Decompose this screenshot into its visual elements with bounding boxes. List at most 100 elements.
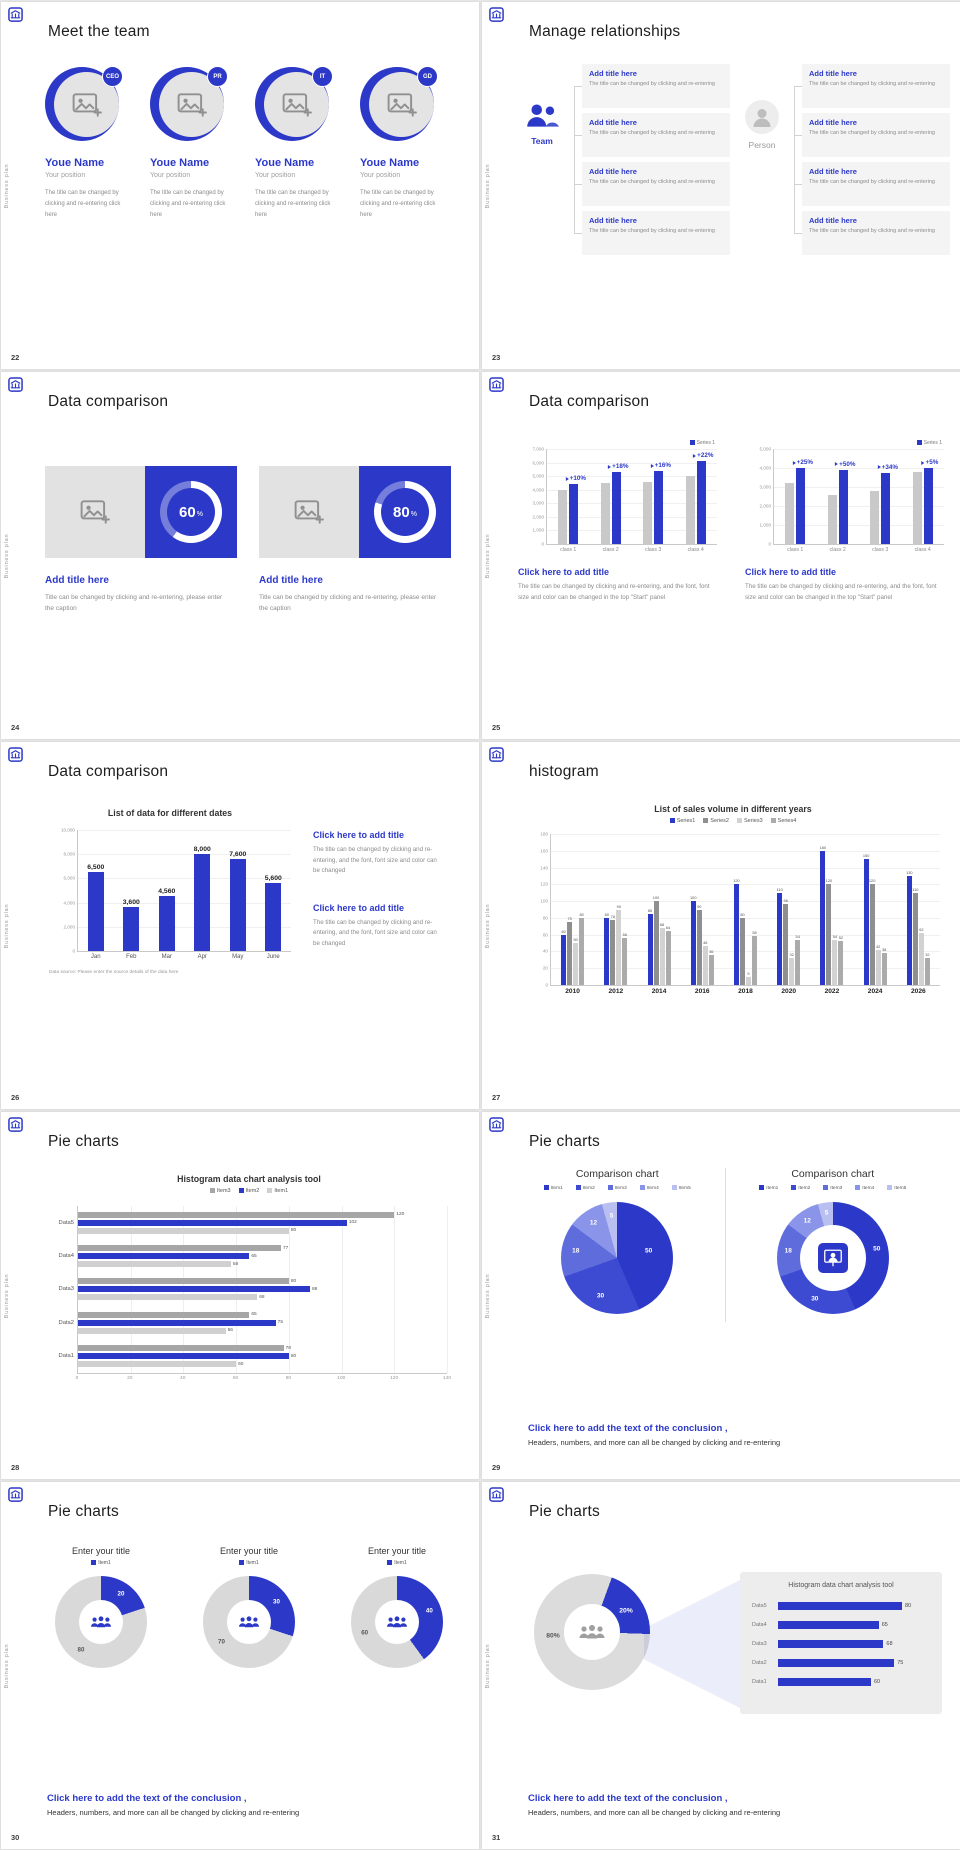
note-block[interactable]: Click here to add title The title can be … (313, 830, 443, 877)
y-tick-label: 40 (542, 948, 548, 954)
bar-group: 3,600 Feb (117, 830, 145, 960)
title-box[interactable]: Add title here The title can be changed b… (574, 64, 730, 108)
bar-value-label: 62 (919, 927, 924, 932)
comparison-card[interactable]: 60% Add title here Title can be changed by… (45, 466, 237, 614)
category-label: Data4 (58, 1253, 74, 1260)
slice-value-label: 5 (609, 1212, 614, 1220)
brand-logo-icon (489, 7, 504, 22)
chart-plot: 7,000 6,000 5,000 4,000 3,000 2,000 1,000 0 +10%… (533, 447, 717, 553)
team-member-card[interactable]: PR Youe Name Your position The title can be… (150, 66, 248, 220)
team-member-card[interactable]: GD Youe Name Your position The title can be… (360, 66, 458, 220)
bar-value-label: 50 (573, 937, 578, 943)
x-category-label: 2018 (738, 988, 753, 995)
sidebar-vertical-label: Business plan (4, 903, 10, 948)
group-items: Add title here The title can be changed b… (794, 64, 950, 255)
image-placeholder-icon (282, 92, 312, 118)
chart-plot: 5,000 4,000 3,000 2,000 1,000 0 +25% class 1 +50… (760, 447, 944, 553)
slide-27[interactable]: Business plan histogram List of sales vo… (482, 742, 960, 1109)
chart-legend: Item1 Item2 Item3 Item4 Item5 (726, 1185, 941, 1191)
note-text: The title can be changed by clicking and… (313, 918, 437, 947)
bar-series3: 50 (573, 937, 579, 985)
chart-title: List of data for different dates (107, 808, 233, 818)
chart-legend: Series1 Series2 Series3 Series4 (522, 818, 944, 824)
slide-23[interactable]: Business plan Manage relationships Team A… (482, 2, 960, 369)
bar-series1: 160 (820, 845, 826, 985)
y-tick-label: 1,000 (759, 522, 772, 528)
growth-label: +18% (608, 463, 628, 470)
title-box[interactable]: Add title here The title can be changed b… (794, 211, 950, 255)
slice-value-label: 70 (218, 1638, 225, 1646)
comparison-card[interactable]: 80% Add title here Title can be changed by… (259, 466, 451, 614)
card-title[interactable]: Add title here (45, 575, 109, 586)
x-category-label: 2012 (608, 988, 624, 995)
legend-item: Item5 (671, 1185, 691, 1191)
donut-block: Enter your title Item1 20 80 (37, 1546, 165, 1668)
slide-26[interactable]: Business plan Data comparison List of da… (1, 742, 479, 1109)
slide-25[interactable]: Business plan Data comparison Series 1 7,… (482, 372, 960, 739)
bar-value-label: 88 (311, 1286, 318, 1292)
y-tick-label: 160 (540, 848, 548, 854)
chart-legend: Item3 Item2 Item1 (41, 1188, 457, 1194)
growth-label: +50% (835, 461, 855, 468)
slide-title: histogram (529, 763, 599, 780)
bar-value-label: 80 (740, 911, 745, 917)
bar-series4: 64 (665, 925, 671, 985)
slice-value-label: 12 (589, 1219, 598, 1227)
slide-31[interactable]: Business plan Pie charts 20% 80% Histogra… (482, 1482, 960, 1849)
slide-30[interactable]: Business plan Pie charts Enter your titl… (1, 1482, 479, 1849)
brand-logo-icon (8, 1117, 23, 1132)
conclusion-heading[interactable]: Click here to add the text of the conclu… (47, 1793, 247, 1804)
x-category-label: class 4 (914, 547, 931, 553)
bar-group: 7,600 May (224, 830, 252, 960)
chart-title: Enter your title (71, 1546, 131, 1556)
bar-group: +5% class 4 (906, 449, 940, 553)
conclusion-heading[interactable]: Click here to add the text of the conclu… (528, 1423, 728, 1434)
note-block[interactable]: Click here to add title The title can be … (313, 903, 443, 950)
slide-28[interactable]: Business plan Pie charts Histogram data … (1, 1112, 479, 1479)
bar-series3: 54 (832, 934, 838, 985)
title-box[interactable]: Add title here The title can be changed b… (794, 113, 950, 157)
slide-title: Meet the team (48, 23, 150, 40)
title-box[interactable]: Add title here The title can be changed b… (794, 162, 950, 206)
bar-value-label: 32 (789, 952, 794, 958)
gridline (547, 449, 717, 450)
block-title[interactable]: Click here to add title (518, 567, 610, 577)
brand-logo-icon (489, 377, 504, 392)
x-category-label: Feb (126, 954, 137, 960)
bar-panel: Histogram data chart analysis tool Data5 8… (740, 1572, 942, 1714)
bar-value-label: 52 (838, 935, 844, 941)
slide-24[interactable]: Business plan Data comparison 60% Add tit… (1, 372, 479, 739)
title-box[interactable]: Add title here The title can be changed b… (574, 113, 730, 157)
bar-series4: 52 (838, 935, 844, 985)
pie-wrap: 50 30 18 12 5 (510, 1201, 725, 1314)
bar (78, 1245, 281, 1252)
gridline (78, 902, 291, 904)
slide-title: Pie charts (48, 1503, 119, 1520)
card-title[interactable]: Add title here (259, 575, 323, 586)
slide-29[interactable]: Business plan Pie charts Comparison char… (482, 1112, 960, 1479)
team-member-card[interactable]: IT Youe Name Your position The title can be… (255, 66, 353, 220)
bar-line: 80 (78, 1353, 447, 1360)
slide-22[interactable]: Business plan Meet the team CEO Youe Name… (1, 2, 479, 369)
conclusion-heading[interactable]: Click here to add the text of the conclu… (528, 1793, 728, 1804)
bar-value-label: 150 (862, 853, 870, 859)
team-member-card[interactable]: CEO Youe Name Your position The title can b… (45, 66, 143, 220)
legend-swatch (267, 1188, 273, 1194)
title-box[interactable]: Add title here The title can be changed b… (574, 211, 730, 255)
title-box-heading: Add title here (589, 216, 637, 225)
block-title[interactable]: Click here to add title (745, 567, 837, 577)
brand-logo-icon (8, 747, 23, 762)
image-placeholder (45, 466, 145, 558)
legend-swatch (669, 818, 675, 824)
legend-swatch (575, 1185, 581, 1190)
member-description: The title can be changed by clicking and… (360, 190, 436, 218)
title-box-text: The title can be changed by clicking and… (589, 179, 715, 185)
title-box[interactable]: Add title here The title can be changed b… (794, 64, 950, 108)
bar-series4: 58 (751, 930, 757, 985)
conclusion-text: Headers, numbers, and more can all be ch… (47, 1808, 300, 1817)
bar-group: 120 80 9 58 2018 (726, 834, 764, 995)
legend-swatch (239, 1560, 245, 1566)
bar-value-label: 56 (227, 1328, 233, 1334)
title-box[interactable]: Add title here The title can be changed b… (574, 162, 730, 206)
bar-line: 56 (78, 1327, 447, 1335)
